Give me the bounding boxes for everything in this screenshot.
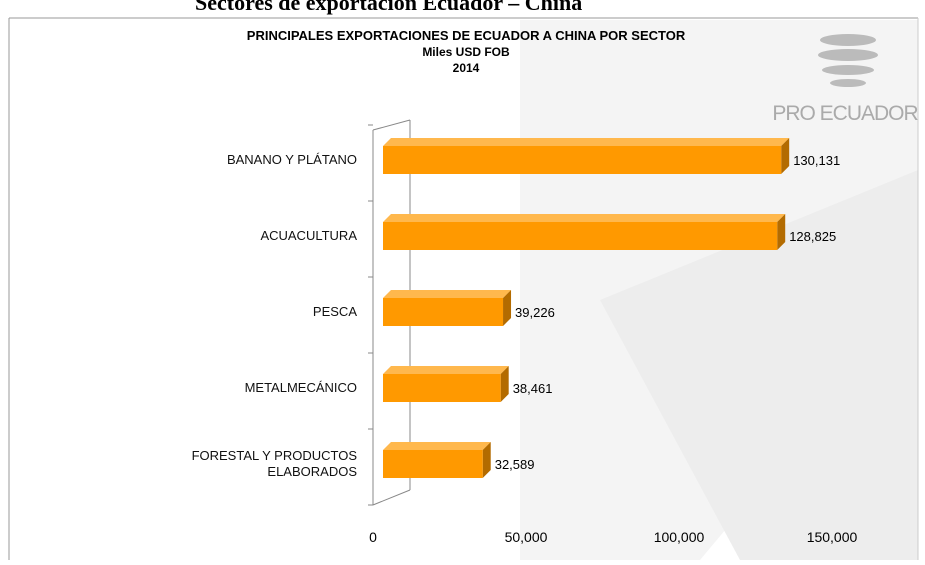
y-tick-label: ACUACULTURA <box>260 228 357 243</box>
bar-top <box>383 442 491 450</box>
bar-side <box>777 214 786 250</box>
logo-text: PRO ECUADOR <box>772 102 918 125</box>
bar <box>383 450 483 478</box>
y-tick-label: METALMECÁNICO <box>244 380 357 395</box>
bar <box>383 146 782 174</box>
x-tick-label: 150,000 <box>807 529 858 545</box>
chart-subtitle: 2014 <box>453 61 480 75</box>
logo-swirl <box>818 34 878 87</box>
y-tick-label: PESCA <box>312 304 357 319</box>
value-label: 128,825 <box>789 229 836 244</box>
bar <box>383 298 504 326</box>
bar-side <box>503 290 512 326</box>
y-tick-label: FORESTAL Y PRODUCTOS ELABORADOS <box>191 448 357 479</box>
bar-top <box>383 366 509 374</box>
bar-side <box>482 442 491 478</box>
y-tick-label: BANANO Y PLÁTANO <box>226 152 357 167</box>
chart-subtitle: Miles USD FOB <box>422 45 510 59</box>
x-tick-label: 50,000 <box>505 529 548 545</box>
bar-top <box>383 138 790 146</box>
background-shape <box>600 170 918 560</box>
bar-side <box>781 138 790 174</box>
bar-side <box>500 366 509 402</box>
value-label: 39,226 <box>515 305 555 320</box>
value-label: 38,461 <box>513 381 553 396</box>
value-label: 32,589 <box>495 457 535 472</box>
bar-top <box>383 214 786 222</box>
chart-title: PRINCIPALES EXPORTACIONES DE ECUADOR A C… <box>247 28 686 43</box>
page-heading: Sectores de exportación Ecuador – China <box>195 0 582 15</box>
bar <box>383 222 778 250</box>
x-tick-label: 0 <box>369 529 377 545</box>
bar <box>383 374 501 402</box>
bar-top <box>383 290 512 298</box>
x-tick-label: 100,000 <box>654 529 705 545</box>
value-label: 130,131 <box>793 153 840 168</box>
